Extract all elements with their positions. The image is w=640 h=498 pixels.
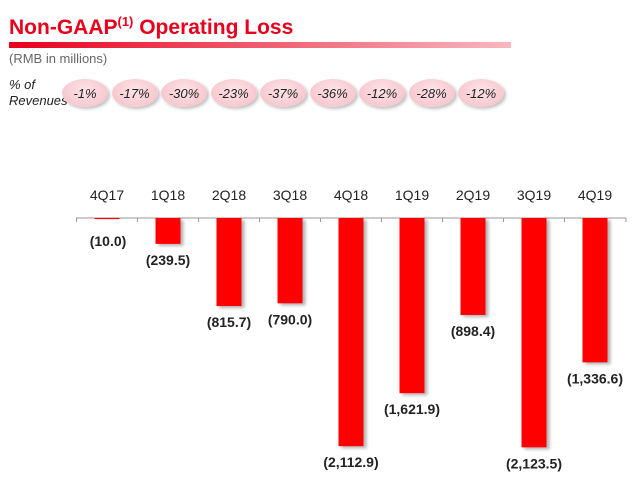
pct-of-revenues-label: % of Revenues	[9, 77, 68, 109]
title-underline	[9, 42, 511, 48]
data-label: (1,621.9)	[384, 401, 440, 417]
bar	[399, 218, 425, 394]
title-text-rest: Operating Loss	[133, 16, 294, 39]
title-footnote: (1)	[117, 14, 134, 29]
pct-label-line2: Revenues	[9, 93, 68, 108]
category-label: 4Q18	[334, 187, 368, 203]
pct-pill: -1%	[62, 79, 108, 107]
data-label: (790.0)	[268, 311, 312, 327]
pct-pill: -23%	[210, 79, 257, 107]
category-label: 2Q19	[456, 187, 490, 203]
bar	[216, 218, 242, 307]
unit-subtitle: (RMB in millions)	[9, 51, 108, 66]
category-label: 3Q18	[273, 187, 307, 203]
bar	[582, 218, 608, 363]
category-label: 4Q19	[578, 187, 612, 203]
category-label: 1Q18	[151, 187, 185, 203]
category-label: 2Q18	[212, 187, 246, 203]
pct-pill: -28%	[408, 79, 455, 107]
data-label: (2,112.9)	[323, 454, 378, 470]
bar	[460, 218, 486, 316]
category-label: 3Q19	[517, 187, 551, 203]
bar	[277, 218, 303, 304]
data-label: (2,123.5)	[506, 455, 562, 471]
category-label: 4Q17	[90, 187, 124, 203]
data-label: (815.7)	[207, 314, 251, 330]
data-label: (239.5)	[146, 252, 190, 268]
pct-pill: -17%	[111, 79, 158, 107]
title-text: Non-GAAP	[9, 16, 118, 39]
pct-pill: -12%	[458, 79, 504, 107]
category-label: 1Q19	[395, 187, 429, 203]
pct-pill: -12%	[359, 79, 405, 107]
pct-label-line1: % of	[9, 77, 36, 92]
pct-pill: -36%	[309, 79, 356, 107]
data-label: (10.0)	[90, 233, 127, 249]
bar	[94, 218, 120, 220]
pct-pill: -30%	[161, 79, 207, 107]
pct-pill: -37%	[260, 79, 306, 107]
data-label: (1,336.6)	[567, 370, 623, 386]
page-title: Non-GAAP(1) Operating Loss	[9, 14, 293, 40]
bar	[338, 218, 364, 447]
data-label: (898.4)	[451, 323, 495, 339]
bar	[155, 218, 181, 244]
bar	[521, 218, 547, 448]
